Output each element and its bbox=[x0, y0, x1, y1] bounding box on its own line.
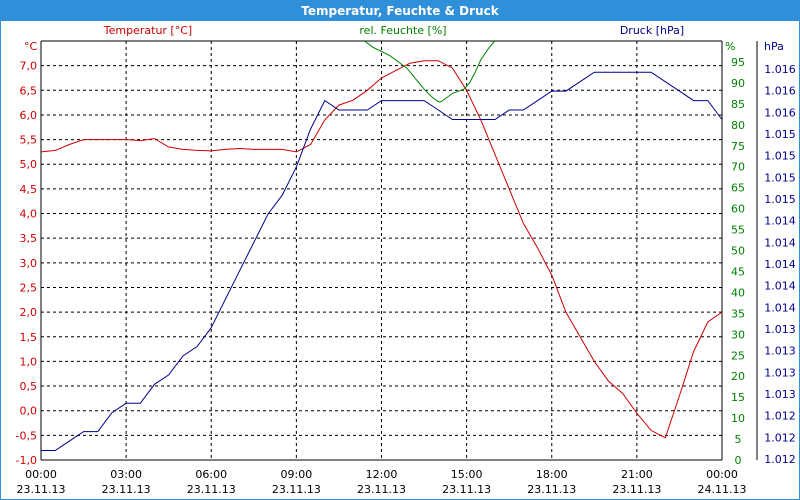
temperature-tick-label: 5,0 bbox=[20, 158, 38, 171]
humidity-tick-label: 65 bbox=[731, 182, 745, 195]
pressure-tick-label: 1.015 bbox=[764, 193, 796, 206]
pressure-tick-label: 1.014 bbox=[764, 215, 796, 228]
temperature-tick-label: 6,0 bbox=[20, 109, 38, 122]
x-tick-date: 23.11.13 bbox=[527, 483, 576, 496]
temperature-axis-title: Temperatur [°C] bbox=[103, 24, 192, 37]
temperature-unit: °C bbox=[24, 40, 38, 53]
pressure-axis-title: Druck [hPa] bbox=[620, 24, 684, 37]
humidity-tick-label: 10 bbox=[731, 412, 745, 425]
pressure-tick-label: 1.014 bbox=[764, 301, 796, 314]
x-tick-date: 23.11.13 bbox=[272, 483, 321, 496]
humidity-tick-label: 0 bbox=[735, 454, 742, 467]
humidity-tick-label: 15 bbox=[731, 391, 745, 404]
humidity-tick-label: 60 bbox=[731, 203, 745, 216]
axes-frame bbox=[40, 40, 758, 461]
humidity-tick-label: 75 bbox=[731, 140, 745, 153]
pressure-tick-label: 1.016 bbox=[764, 85, 796, 98]
x-tick-date: 23.11.13 bbox=[102, 483, 151, 496]
pressure-tick-label: 1.012 bbox=[764, 453, 796, 466]
pressure-tick-label: 1.013 bbox=[764, 323, 796, 336]
x-tick-time: 21:00 bbox=[621, 468, 653, 481]
humidity-tick-label: 90 bbox=[731, 77, 745, 90]
humidity-tick-label: 45 bbox=[731, 265, 745, 278]
pressure-tick-label: 1.015 bbox=[764, 128, 796, 141]
temperature-tick-label: 2,5 bbox=[20, 281, 38, 294]
humidity-tick-label: 55 bbox=[731, 224, 745, 237]
temperature-tick-label: -1,0 bbox=[16, 454, 37, 467]
pressure-tick-label: 1.013 bbox=[764, 388, 796, 401]
temperature-series-line bbox=[40, 60, 723, 439]
x-tick-time: 18:00 bbox=[536, 468, 568, 481]
chart-title: Temperatur, Feuchte & Druck bbox=[1, 1, 799, 21]
x-tick-time: 09:00 bbox=[281, 468, 313, 481]
humidity-tick-label: 25 bbox=[731, 349, 745, 362]
x-tick-date: 23.11.13 bbox=[17, 483, 66, 496]
humidity-axis-title: rel. Feuchte [%] bbox=[359, 24, 446, 37]
grid-lines bbox=[41, 41, 722, 461]
humidity-tick-label: 80 bbox=[731, 119, 745, 132]
x-tick-time: 00:00 bbox=[25, 468, 57, 481]
temperature-tick-label: 2,0 bbox=[20, 306, 38, 319]
x-tick-time: 06:00 bbox=[195, 468, 227, 481]
humidity-tick-label: 30 bbox=[731, 328, 745, 341]
temperature-tick-label: 7,0 bbox=[20, 60, 38, 73]
x-tick-date: 23.11.13 bbox=[612, 483, 661, 496]
tick-labels: -1,0 -0,5 0,0 0,5 1,0 1,5 2,0 2,5 3,0 3,5 4,0 4,5 5,… bbox=[16, 56, 796, 496]
humidity-tick-label: 5 bbox=[735, 433, 742, 446]
humidity-tick-label: 35 bbox=[731, 307, 745, 320]
temperature-tick-label: -0,5 bbox=[16, 429, 37, 442]
temperature-tick-label: 1,5 bbox=[20, 331, 38, 344]
temperature-tick-label: 3,5 bbox=[20, 232, 38, 245]
humidity-tick-label: 85 bbox=[731, 98, 745, 111]
pressure-unit: hPa bbox=[764, 40, 784, 53]
pressure-tick-label: 1.016 bbox=[764, 106, 796, 119]
temperature-tick-label: 1,0 bbox=[20, 355, 38, 368]
pressure-tick-label: 1.013 bbox=[764, 366, 796, 379]
pressure-tick-label: 1.014 bbox=[764, 280, 796, 293]
x-tick-time: 12:00 bbox=[366, 468, 398, 481]
x-tick-date: 23.11.13 bbox=[442, 483, 491, 496]
x-tick-date: 23.11.13 bbox=[357, 483, 406, 496]
temperature-tick-label: 4,5 bbox=[20, 183, 38, 196]
humidity-tick-label: 95 bbox=[731, 56, 745, 69]
temperature-tick-label: 0,0 bbox=[20, 405, 38, 418]
pressure-tick-label: 1.013 bbox=[764, 345, 796, 358]
humidity-tick-label: 40 bbox=[731, 286, 745, 299]
pressure-tick-label: 1.014 bbox=[764, 258, 796, 271]
pressure-tick-label: 1.012 bbox=[764, 410, 796, 423]
temperature-tick-label: 5,5 bbox=[20, 134, 38, 147]
temperature-tick-label: 0,5 bbox=[20, 380, 38, 393]
temperature-tick-label: 3,0 bbox=[20, 257, 38, 270]
pressure-tick-label: 1.015 bbox=[764, 171, 796, 184]
humidity-tick-label: 50 bbox=[731, 245, 745, 258]
x-tick-time: 15:00 bbox=[451, 468, 483, 481]
pressure-tick-label: 1.015 bbox=[764, 150, 796, 163]
x-tick-date: 24.11.13 bbox=[698, 483, 747, 496]
humidity-series-line bbox=[364, 40, 496, 103]
humidity-unit: % bbox=[725, 40, 735, 53]
pressure-series-line bbox=[41, 71, 723, 451]
humidity-tick-label: 70 bbox=[731, 161, 745, 174]
pressure-tick-label: 1.016 bbox=[764, 63, 796, 76]
temperature-tick-label: 4,0 bbox=[20, 208, 38, 221]
temperature-tick-label: 6,5 bbox=[20, 84, 38, 97]
pressure-tick-label: 1.014 bbox=[764, 236, 796, 249]
x-tick-time: 00:00 bbox=[706, 468, 738, 481]
humidity-tick-label: 20 bbox=[731, 370, 745, 383]
x-tick-date: 23.11.13 bbox=[187, 483, 236, 496]
pressure-tick-label: 1.012 bbox=[764, 431, 796, 444]
x-tick-time: 03:00 bbox=[110, 468, 142, 481]
series-lines bbox=[40, 40, 723, 451]
